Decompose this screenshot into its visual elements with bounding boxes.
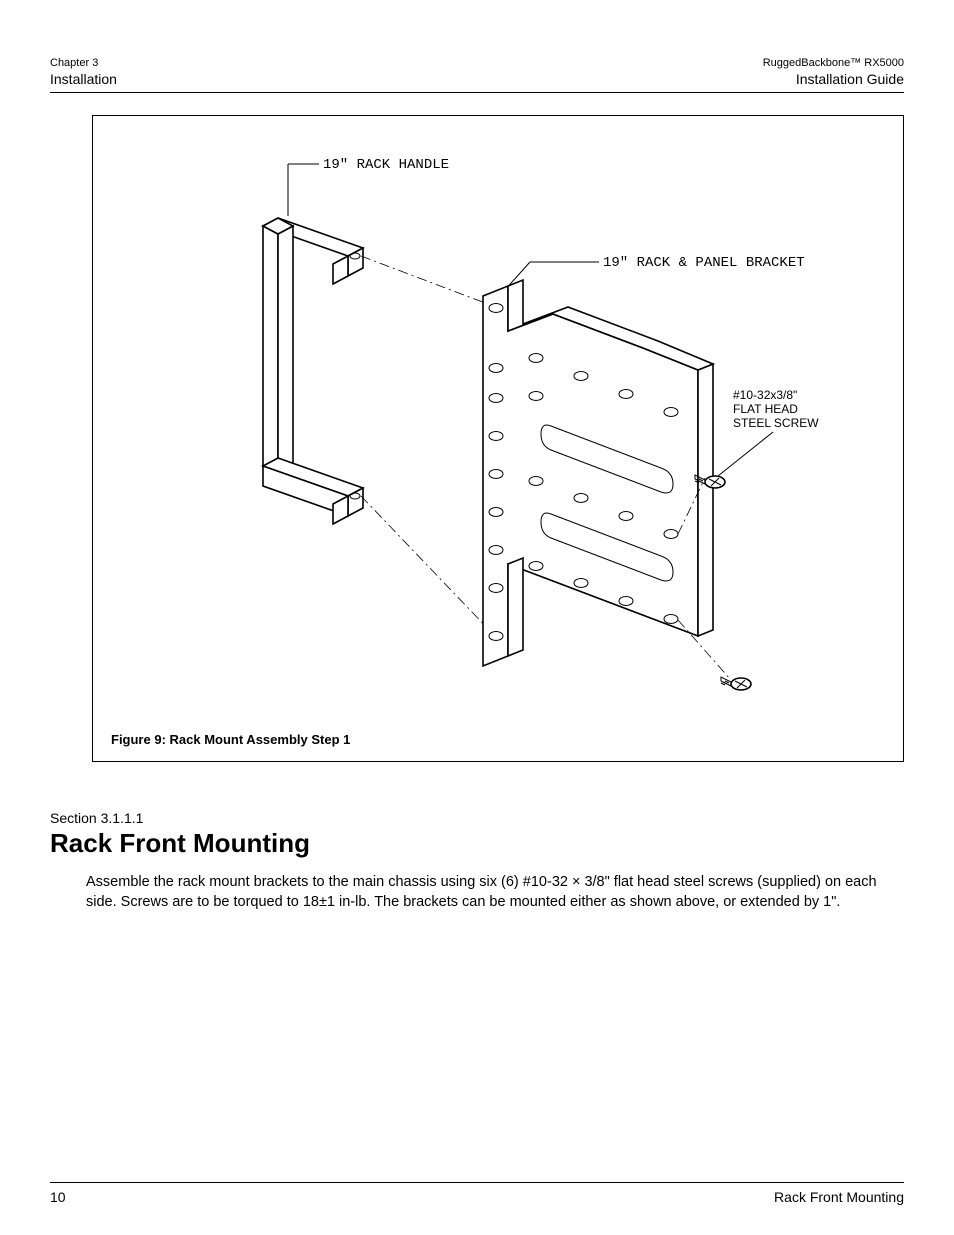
label-screw-2: FLAT HEAD <box>733 402 798 416</box>
label-bracket: 19" RACK & PANEL BRACKET <box>603 255 805 271</box>
rack-handle-icon <box>263 218 363 524</box>
product-name: RuggedBackbone™ RX5000 <box>763 56 904 70</box>
section-number: Section 3.1.1.1 <box>50 810 904 826</box>
label-screw-3: STEEL SCREW <box>733 416 819 430</box>
figure-caption: Figure 9: Rack Mount Assembly Step 1 <box>111 732 885 747</box>
figure-diagram: 19" RACK HANDLE 19" RACK & PANEL BRACKET… <box>111 128 885 726</box>
screw-icon-bottom <box>721 677 751 690</box>
footer-title: Rack Front Mounting <box>774 1189 904 1205</box>
page-number: 10 <box>50 1189 66 1205</box>
section-title: Rack Front Mounting <box>50 828 904 859</box>
header-left: Chapter 3 Installation <box>50 56 117 88</box>
label-screw-1: #10-32x3/8" <box>733 388 797 402</box>
chapter-title: Installation <box>50 70 117 88</box>
figure-container: 19" RACK HANDLE 19" RACK & PANEL BRACKET… <box>92 115 904 762</box>
chapter-label: Chapter 3 <box>50 56 117 70</box>
section-body: Assemble the rack mount brackets to the … <box>86 873 904 912</box>
doc-title: Installation Guide <box>763 70 904 88</box>
panel-bracket-icon <box>483 280 713 666</box>
page-footer: 10 Rack Front Mounting <box>50 1182 904 1205</box>
header-right: RuggedBackbone™ RX5000 Installation Guid… <box>763 56 904 88</box>
label-handle: 19" RACK HANDLE <box>323 157 449 173</box>
page-header: Chapter 3 Installation RuggedBackbone™ R… <box>50 56 904 93</box>
